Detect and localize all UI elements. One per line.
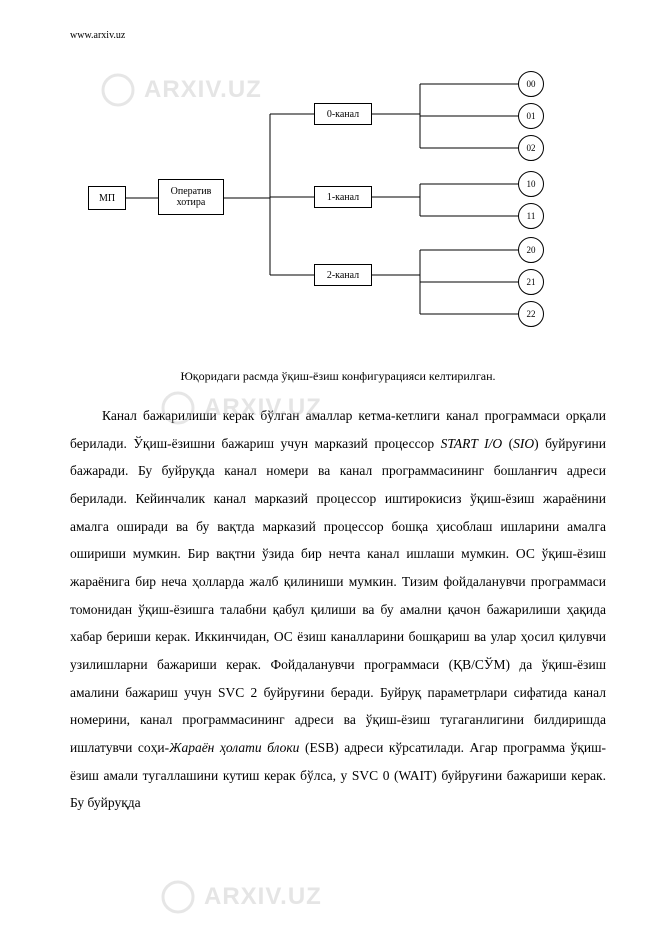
watermark: ARXIV.UZ [160, 879, 322, 915]
device-02: 02 [518, 135, 544, 161]
page-header-url: www.arxiv.uz [70, 30, 606, 41]
box-mp: МП [88, 186, 126, 210]
io-config-diagram: МП Оператив хотира 0-канал 1-канал 2-кан… [70, 51, 606, 361]
diagram-caption: Юқоридаги расмда ўқиш-ёзиш конфигурацияс… [70, 369, 606, 384]
device-20: 20 [518, 237, 544, 263]
body-paragraph: Канал бажарилиши керак бўлган амаллар ке… [70, 402, 606, 817]
box-channel-1: 1-канал [314, 186, 372, 208]
box-channel-2: 2-канал [314, 264, 372, 286]
device-01: 01 [518, 103, 544, 129]
box-channel-0: 0-канал [314, 103, 372, 125]
device-11: 11 [518, 203, 544, 229]
device-21: 21 [518, 269, 544, 295]
device-10: 10 [518, 171, 544, 197]
box-memory: Оператив хотира [158, 179, 224, 215]
device-22: 22 [518, 301, 544, 327]
device-00: 00 [518, 71, 544, 97]
